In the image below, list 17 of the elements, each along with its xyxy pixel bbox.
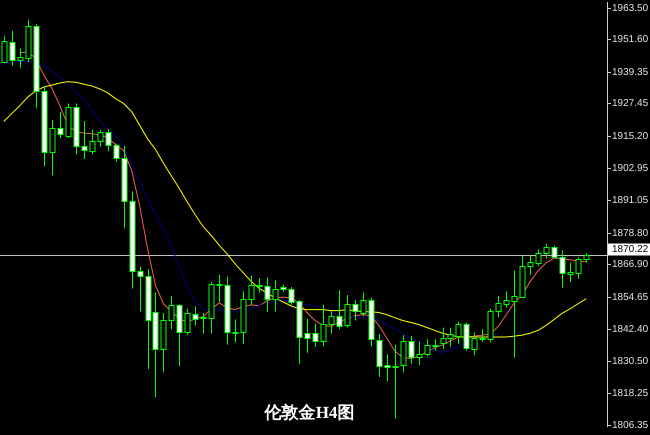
ref-line-label: 1870.22: [608, 244, 650, 256]
y-tick-label: 1963.50: [612, 3, 648, 14]
title: 伦敦金H4图: [264, 403, 354, 422]
y-tick-label: 1806.35: [612, 420, 648, 431]
y-tick-label: 1866.90: [612, 259, 648, 270]
y-tick-label: 1902.95: [612, 163, 648, 174]
y-tick-label: 1878.80: [612, 228, 648, 239]
y-tick-label: 1818.25: [612, 388, 648, 399]
y-tick-label: 1891.05: [612, 195, 648, 206]
y-tick-label: 1830.50: [612, 356, 648, 367]
y-tick-label: 1854.65: [612, 292, 648, 303]
y-tick-label: 1927.45: [612, 98, 648, 109]
y-tick-label: 1915.20: [612, 131, 648, 142]
y-tick-label: 1951.60: [612, 34, 648, 45]
y-tick-label: 1842.40: [612, 324, 648, 335]
ref-line-label: 1870.22: [612, 244, 649, 255]
y-tick-label: 1939.35: [612, 67, 648, 78]
